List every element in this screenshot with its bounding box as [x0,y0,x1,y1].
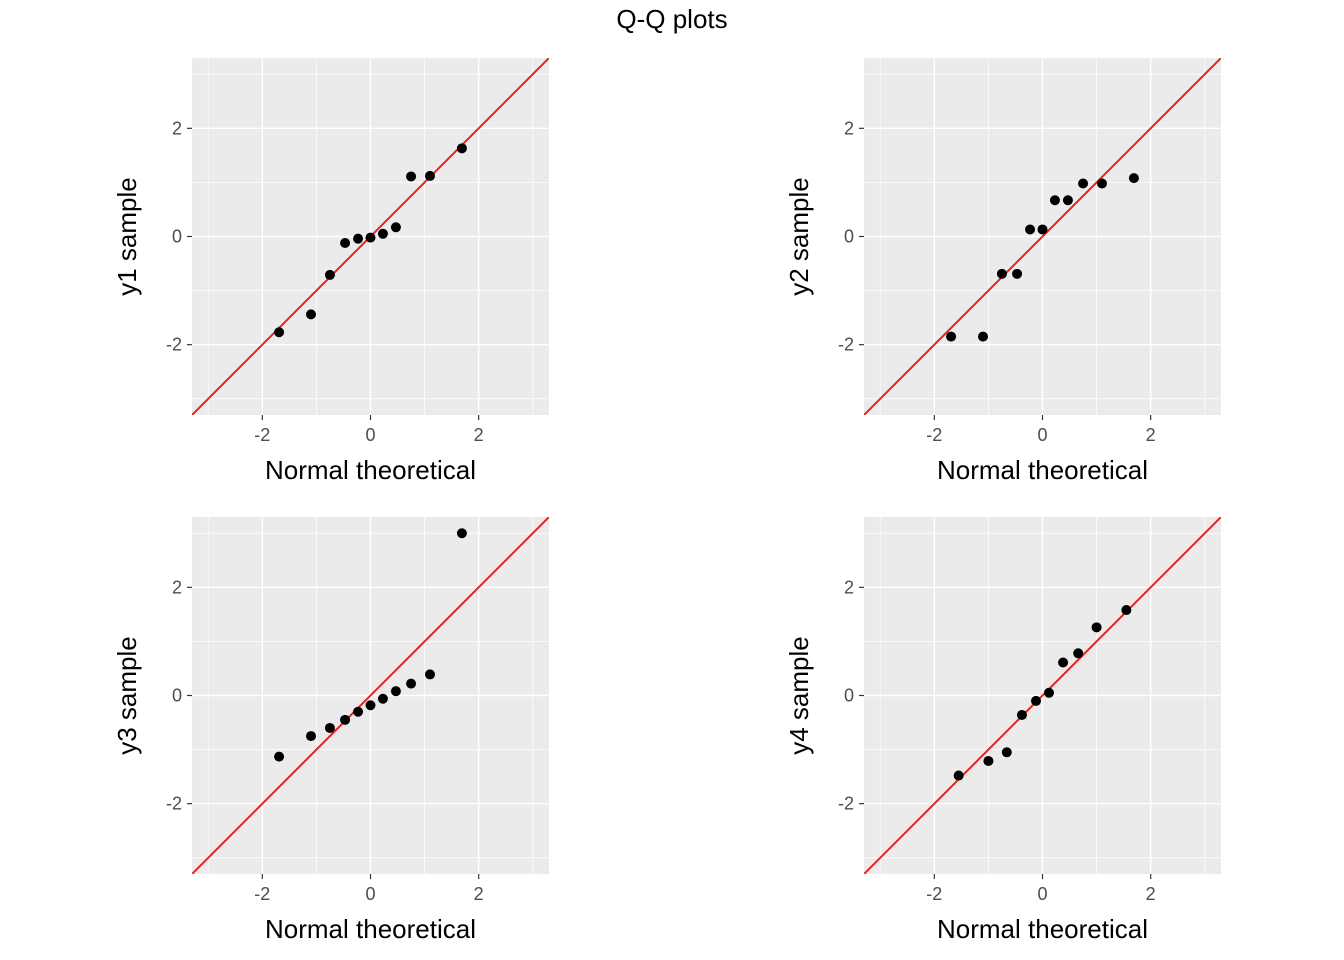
x-tick-label: 2 [1146,425,1156,445]
y-axis-title: y4 sample [784,636,814,755]
y-tick-label: 0 [172,686,182,706]
data-point [1037,224,1048,235]
data-point [406,678,417,689]
data-point [306,309,316,320]
y-tick-label: 2 [172,577,182,597]
x-tick-label: 2 [1146,884,1156,904]
data-point [1062,195,1073,206]
y-tick-label: -2 [838,335,854,355]
y-tick-label: 0 [844,227,854,247]
x-tick-label: -2 [926,884,942,904]
data-point [353,233,364,244]
x-axis-title: Normal theoretical [937,914,1148,944]
data-point [456,528,467,539]
data-point [274,327,285,338]
y-tick-label: 0 [844,686,854,706]
x-tick-label: 2 [474,425,484,445]
y-axis-title: y1 sample [112,177,142,296]
data-point [1078,178,1089,189]
x-tick-label: 0 [365,884,375,904]
data-point [406,171,417,182]
qq-panel-4: -2 0 2 -2 0 2 Normal theoretical y4 sample [784,517,1221,944]
data-point [324,722,335,733]
data-point [365,700,376,711]
data-point [1121,605,1132,616]
data-point [1016,709,1027,720]
data-point [996,268,1007,279]
x-tick-label: 2 [474,884,484,904]
data-point [946,331,957,342]
x-axis-title: Normal theoretical [265,455,476,485]
reference-line [864,517,1221,874]
y-tick-label: 0 [172,227,182,247]
y-tick-label: -2 [166,794,182,814]
data-point [425,170,435,181]
qq-panel-3: -2 0 2 -2 0 2 Normal theoretical y3 sample [112,517,549,944]
data-point [1043,687,1054,698]
data-point [377,228,388,239]
data-point [978,331,988,342]
x-axis-title: Normal theoretical [937,455,1148,485]
x-tick-label: -2 [254,884,270,904]
qq-panel-2: -2 0 2 -2 0 2 Normal theoretical y2 sample [784,58,1221,485]
data-point [324,269,335,280]
data-point [390,222,401,233]
data-point [1001,747,1012,758]
y-tick-label: -2 [838,794,854,814]
data-point [340,237,351,248]
data-point [390,686,401,697]
x-tick-label: 0 [1037,425,1047,445]
data-point [1058,657,1069,668]
data-point [377,693,388,704]
data-point [983,755,994,766]
y-axis-title: y3 sample [112,636,142,755]
x-tick-label: 0 [365,425,375,445]
qq-panel-1: -2 0 2 -2 0 2 Normal theoretical y1 sample [112,58,549,485]
x-tick-label: -2 [926,425,942,445]
data-point [1091,622,1102,633]
data-point [365,232,376,243]
y-tick-label: -2 [166,335,182,355]
data-point [1073,648,1084,659]
data-point [425,669,435,680]
data-point [953,770,964,781]
data-point [1128,173,1139,184]
y-axis-title: y2 sample [784,177,814,296]
x-axis-title: Normal theoretical [265,914,476,944]
y-tick-label: 2 [844,577,854,597]
figure-title: Q-Q plots [616,4,728,34]
data-point [1031,695,1042,706]
data-point [1025,224,1036,235]
data-point [353,706,364,717]
y-tick-label: 2 [172,118,182,138]
reference-line [192,517,549,874]
data-point [340,714,351,725]
y-tick-label: 2 [844,118,854,138]
data-point [1049,195,1060,206]
data-point [306,731,316,742]
data-point [1012,268,1023,279]
data-point [274,751,285,762]
data-point [1097,178,1107,189]
x-tick-label: -2 [254,425,270,445]
reference-line [864,58,1221,415]
data-point [456,143,467,154]
x-tick-label: 0 [1037,884,1047,904]
